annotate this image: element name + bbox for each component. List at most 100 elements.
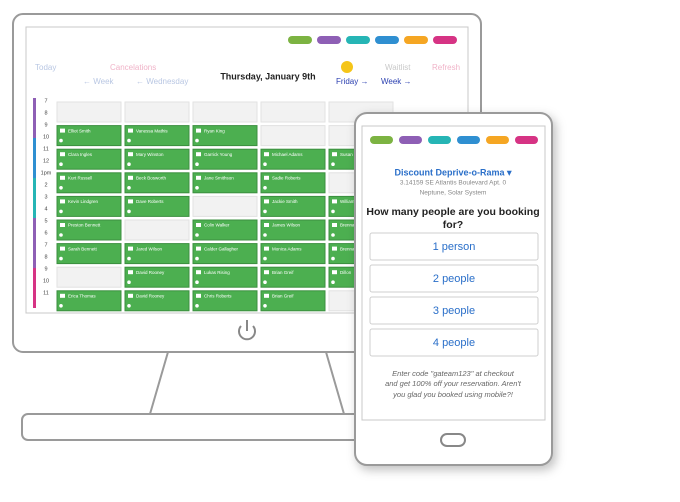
option-button[interactable] bbox=[369, 296, 539, 325]
booking[interactable] bbox=[124, 195, 190, 217]
booking-name: Preston Bennett bbox=[68, 223, 101, 228]
booking-name: Vanessa Mathis bbox=[136, 128, 168, 133]
booking-status bbox=[59, 162, 63, 166]
booking-status bbox=[195, 233, 199, 237]
nav-bar: Today Cancelations Waitlist Refresh ← We… bbox=[35, 61, 460, 86]
hour-label: 8 bbox=[44, 110, 47, 116]
booking[interactable] bbox=[124, 266, 190, 288]
booking[interactable] bbox=[124, 290, 190, 312]
refresh-link[interactable]: Refresh bbox=[432, 63, 460, 72]
booking[interactable] bbox=[56, 148, 122, 170]
booking[interactable] bbox=[56, 172, 122, 194]
prev-day-link[interactable]: ← Wednesday bbox=[136, 77, 188, 86]
option-button[interactable] bbox=[369, 264, 539, 293]
booking-name: David Rooney bbox=[136, 293, 165, 298]
booking-icon bbox=[196, 223, 201, 227]
next-week-link[interactable]: Week → bbox=[381, 77, 412, 86]
color-dot[interactable] bbox=[404, 36, 428, 44]
empty-slot[interactable] bbox=[124, 219, 190, 241]
color-dots bbox=[370, 136, 538, 144]
booking[interactable] bbox=[124, 125, 190, 147]
booking-name: Monica Adams bbox=[272, 246, 302, 251]
booking[interactable] bbox=[56, 125, 122, 147]
option-button[interactable] bbox=[369, 232, 539, 261]
booking-status bbox=[263, 280, 267, 285]
booking[interactable] bbox=[260, 290, 326, 312]
color-dot[interactable] bbox=[428, 136, 451, 144]
hour-label: 7 bbox=[44, 242, 47, 248]
promo-text: Enter code "gateam123" at checkout bbox=[392, 369, 515, 378]
hour-label: 4 bbox=[44, 206, 47, 212]
hour-label: 11 bbox=[43, 146, 49, 152]
booking[interactable] bbox=[192, 266, 258, 288]
booking-icon bbox=[128, 246, 133, 251]
booking-icon bbox=[60, 152, 65, 157]
venue-name[interactable]: Discount Deprive-o-Rama ▾ bbox=[394, 167, 512, 177]
hour-label: 7 bbox=[44, 98, 47, 104]
booking-icon bbox=[332, 246, 337, 251]
booking[interactable] bbox=[192, 243, 258, 265]
booking[interactable] bbox=[260, 266, 326, 288]
color-dot[interactable] bbox=[399, 136, 422, 144]
booking-status bbox=[127, 186, 131, 190]
booking[interactable] bbox=[260, 148, 326, 170]
color-dot[interactable] bbox=[433, 36, 457, 44]
today-link[interactable]: Today bbox=[35, 63, 56, 72]
booking[interactable] bbox=[260, 172, 326, 194]
empty-slot[interactable] bbox=[192, 195, 258, 217]
waitlist-link[interactable]: Waitlist bbox=[385, 63, 411, 72]
booking-icon bbox=[332, 270, 337, 275]
booking-name: Sarah Bennett bbox=[68, 246, 98, 251]
color-dot[interactable] bbox=[486, 136, 509, 144]
booking[interactable] bbox=[124, 148, 190, 170]
prev-week-link[interactable]: ← Week bbox=[83, 77, 115, 86]
color-dot[interactable] bbox=[317, 36, 341, 44]
booking-icon bbox=[332, 152, 337, 157]
home-button[interactable] bbox=[440, 433, 466, 447]
booking-icon bbox=[60, 293, 65, 298]
booking-icon bbox=[128, 128, 133, 133]
booking[interactable] bbox=[124, 243, 190, 265]
color-dot[interactable] bbox=[346, 36, 370, 44]
booking-icon bbox=[60, 223, 65, 227]
empty-slot[interactable] bbox=[56, 101, 122, 123]
empty-slot[interactable] bbox=[260, 101, 326, 123]
booking[interactable] bbox=[56, 243, 122, 265]
next-day-link[interactable]: Friday → bbox=[336, 77, 368, 86]
booking-icon bbox=[128, 199, 133, 204]
booking[interactable] bbox=[260, 195, 326, 217]
booking[interactable] bbox=[192, 148, 258, 170]
booking-status bbox=[195, 256, 199, 261]
booking[interactable] bbox=[192, 219, 258, 241]
booking-name: Calder Gallagher bbox=[204, 246, 239, 251]
booking-name: Susan bbox=[340, 152, 353, 157]
cancelations-link[interactable]: Cancelations bbox=[110, 63, 156, 72]
hour-label: 12 bbox=[43, 158, 49, 164]
booking[interactable] bbox=[192, 125, 258, 147]
power-button[interactable] bbox=[238, 320, 256, 341]
booking[interactable] bbox=[192, 172, 258, 194]
booking-status bbox=[263, 233, 267, 237]
booking[interactable] bbox=[56, 195, 122, 217]
empty-slot[interactable] bbox=[124, 101, 190, 123]
current-date: Thursday, January 9th bbox=[220, 71, 315, 81]
empty-slot[interactable] bbox=[192, 101, 258, 123]
booking[interactable] bbox=[56, 290, 122, 312]
option-button[interactable] bbox=[369, 328, 539, 357]
booking[interactable] bbox=[260, 219, 326, 241]
empty-slot[interactable] bbox=[56, 266, 122, 288]
booking-status bbox=[127, 162, 131, 166]
booking-name: Erica Thomas bbox=[68, 293, 96, 298]
booking-name: William bbox=[340, 199, 355, 204]
booking[interactable] bbox=[192, 290, 258, 312]
booking[interactable] bbox=[260, 243, 326, 265]
color-dot[interactable] bbox=[375, 36, 399, 44]
help-icon[interactable] bbox=[341, 61, 353, 73]
empty-slot[interactable] bbox=[260, 125, 326, 147]
color-dot[interactable] bbox=[515, 136, 538, 144]
booking[interactable] bbox=[56, 219, 122, 241]
color-dot[interactable] bbox=[288, 36, 312, 44]
color-dot[interactable] bbox=[370, 136, 393, 144]
color-dot[interactable] bbox=[457, 136, 480, 144]
booking[interactable] bbox=[124, 172, 190, 194]
